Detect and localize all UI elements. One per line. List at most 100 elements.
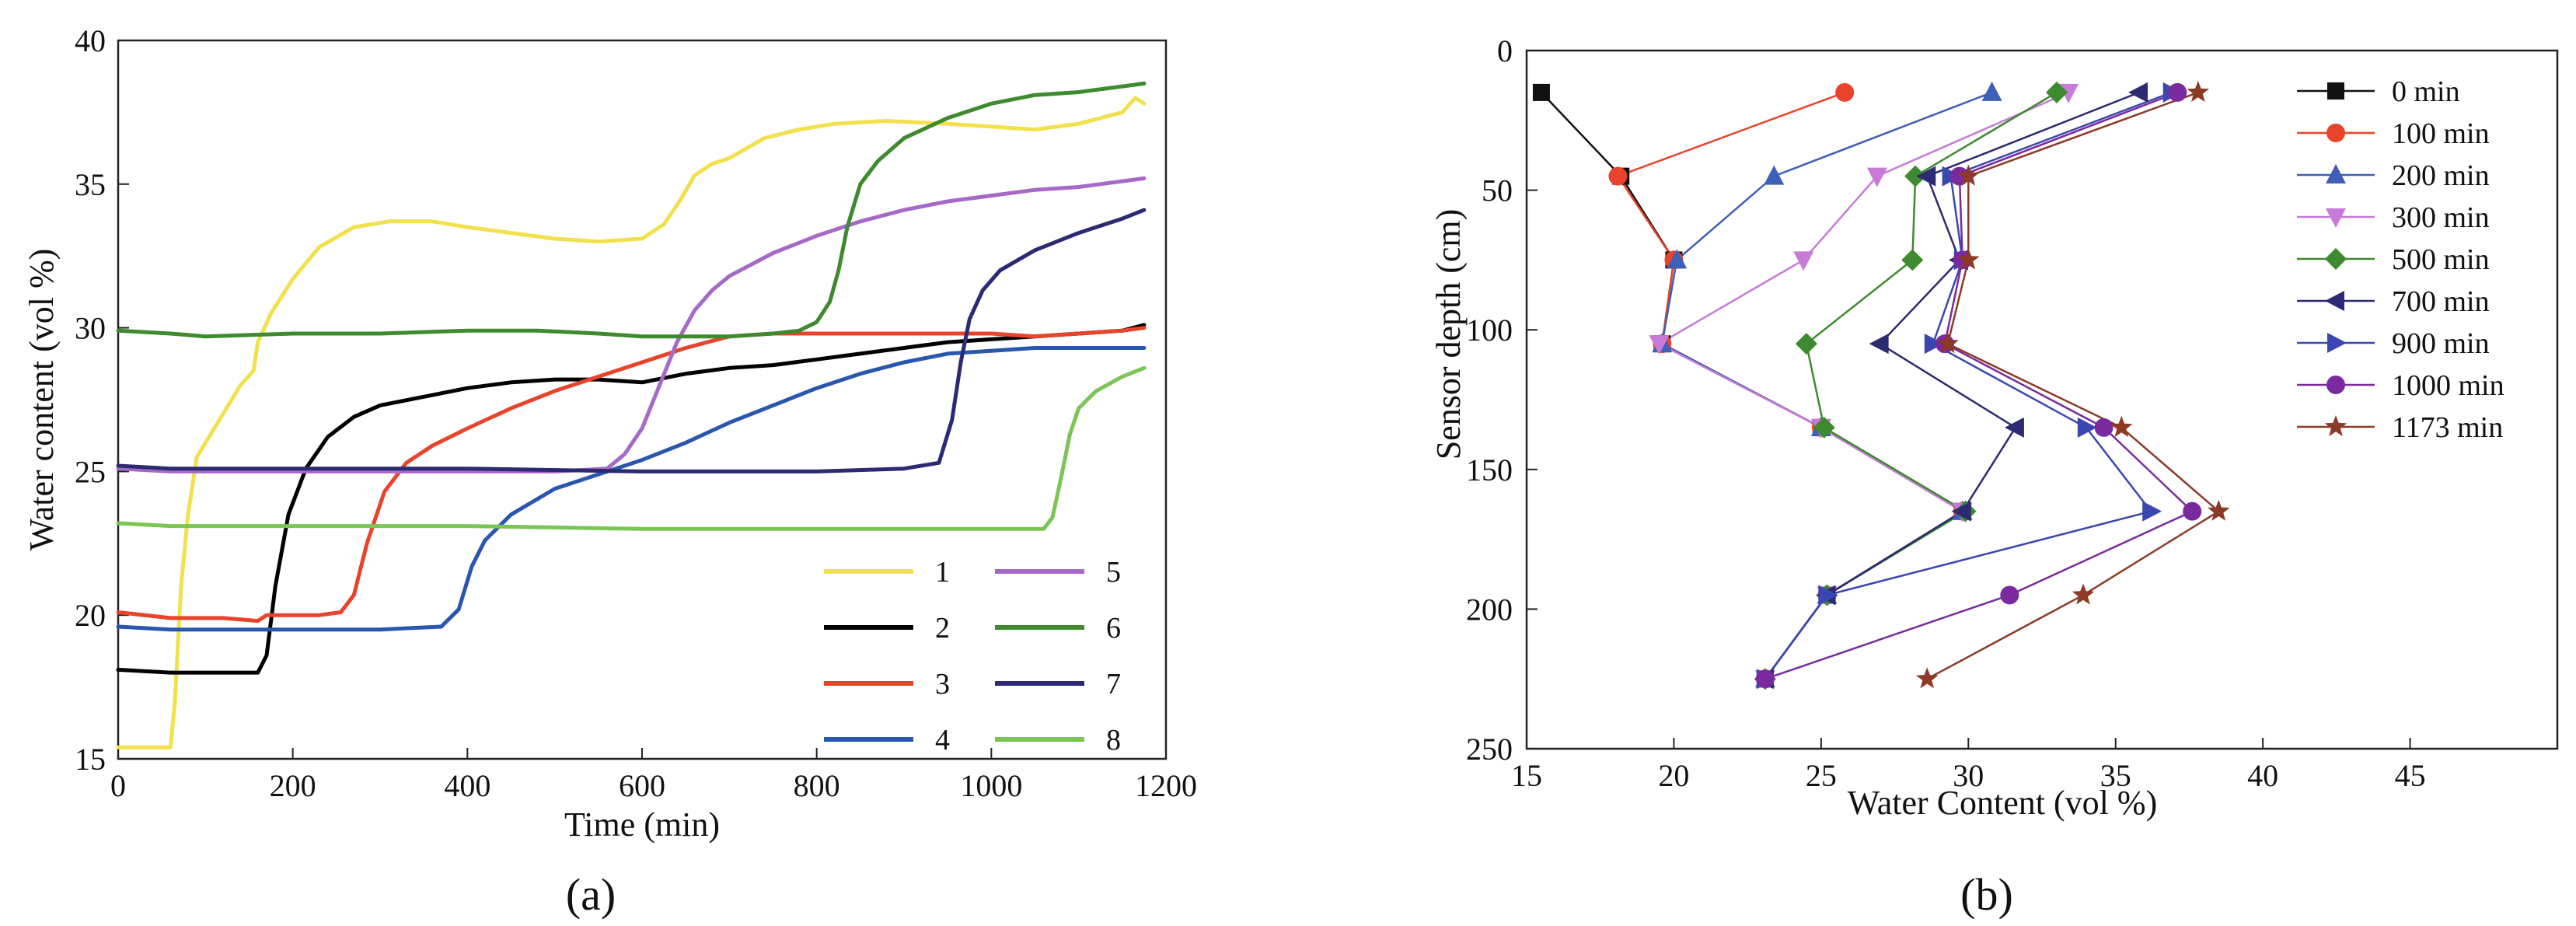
b-legend-marker-700-min [2325, 291, 2344, 311]
b-xtick-label: 45 [2395, 758, 2426, 793]
b-point-900-min [1924, 334, 1944, 355]
a-legend: 1 2 3 4 5 6 7 8 [824, 556, 1121, 757]
b-point-100-min [1608, 166, 1628, 186]
a-ytick-label: 40 [75, 23, 106, 58]
b-point-700-min [1916, 166, 1936, 187]
b-xtick-label: 35 [2100, 758, 2131, 793]
b-legend-marker-0-min [2327, 82, 2344, 100]
b-point-1000-min [2168, 82, 2187, 102]
b-point-200-min [1981, 81, 2002, 101]
a-series-line-2 [116, 323, 1147, 675]
b-point-900-min [1818, 585, 1838, 606]
a-ylabel: Water content (vol %) [23, 249, 61, 551]
b-point-500-min [1901, 249, 1924, 271]
b-point-300-min [1793, 251, 1814, 271]
b-xtick-label: 15 [1511, 758, 1542, 793]
b-legend-marker-1173-min [2324, 415, 2347, 437]
b-legend-label-300-min: 300 min [2392, 201, 2490, 234]
b-series-line-1000-min [1764, 91, 2194, 680]
b-xtick-label: 25 [1806, 758, 1837, 793]
b-point-1000-min [1755, 669, 1775, 689]
b-point-900-min [2142, 501, 2162, 522]
a-ytick-label: 35 [75, 167, 106, 202]
a-xlabel: Time (min) [564, 805, 720, 844]
a-series-line-3 [116, 326, 1147, 624]
b-point-1173-min [2110, 415, 2133, 438]
b-point-500-min [1795, 333, 1817, 355]
a-series-line-4 [116, 346, 1147, 632]
b-legend-marker-900-min [2327, 333, 2347, 353]
b-series-line-0-min [1540, 92, 1963, 680]
panel-label-a: (a) [566, 869, 616, 920]
b-series-line-1173-min [1926, 91, 2220, 680]
b-xtick-label: 30 [1953, 758, 1984, 793]
a-legend-label-7: 7 [1106, 668, 1121, 701]
a-ytick-label: 25 [75, 454, 106, 489]
panel-label-b: (b) [1960, 869, 2013, 920]
a-series-line-5 [116, 176, 1147, 473]
b-legend-marker-300-min [2326, 208, 2346, 228]
b-point-1173-min [2072, 583, 2095, 605]
a-xtick-label: 600 [619, 768, 665, 803]
b-ytick-label: 200 [1466, 592, 1513, 627]
a-legend-label-2: 2 [935, 612, 950, 645]
a-ytick-label: 30 [75, 311, 106, 346]
b-point-500-min [1904, 165, 1927, 187]
b-legend-marker-100-min [2326, 124, 2345, 142]
b-point-1173-min [1957, 164, 1980, 186]
b-point-1173-min [1936, 332, 1959, 354]
b-legend-label-700-min: 700 min [2392, 285, 2490, 318]
b-legend-marker-500-min [2325, 248, 2347, 270]
b-point-700-min [1951, 501, 1971, 522]
b-legend: 0 min 100 min 200 min 300 min 500 min 700 min… [2297, 75, 2504, 444]
a-series-lines [116, 81, 1147, 750]
a-series-line-6 [116, 81, 1147, 339]
b-point-1173-min [2187, 80, 2210, 102]
b-point-500-min [2045, 81, 2068, 103]
a-series-line-7 [116, 208, 1147, 473]
b-point-1173-min [1957, 248, 1980, 270]
plot-area-a [117, 39, 1168, 760]
b-legend-label-900-min: 900 min [2392, 327, 2490, 360]
b-series-line-700-min [1764, 91, 2140, 680]
b-ytick-label: 100 [1466, 313, 1513, 348]
a-legend-label-8: 8 [1106, 724, 1121, 757]
a-legend-label-1: 1 [935, 556, 950, 589]
a-xtick-label: 800 [794, 768, 840, 803]
b-point-1173-min [2208, 499, 2230, 521]
a-series-line-1 [116, 96, 1147, 750]
a-xtick-label: 1200 [1135, 768, 1197, 803]
b-legend-label-1173-min: 1173 min [2392, 411, 2503, 444]
b-point-1000-min [2183, 501, 2202, 521]
b-xtick-label: 20 [1658, 758, 1689, 793]
b-legend-label-1000-min: 1000 min [2392, 369, 2504, 402]
a-ytick-label: 20 [75, 598, 106, 633]
b-legend-label-0-min: 0 min [2392, 75, 2460, 108]
b-point-900-min [2077, 417, 2097, 438]
a-ytick-label: 15 [75, 742, 106, 777]
b-ytick-label: 0 [1497, 33, 1513, 68]
panel-b-chart: 15 20 25 30 35 40 45 0 50 100 150 200 250 0 min 100 m… [1429, 33, 2559, 920]
a-xtick-label: 400 [444, 768, 490, 803]
a-legend-label-4: 4 [935, 724, 950, 757]
b-series-lines [1532, 80, 2230, 690]
b-point-300-min [1649, 335, 1670, 355]
b-point-700-min [1869, 334, 1889, 355]
plot-area-b [1525, 49, 2559, 750]
a-legend-label-3: 3 [935, 668, 950, 701]
b-xlabel: Water Content (vol %) [1848, 784, 2157, 822]
b-point-300-min [1866, 167, 1887, 187]
b-series-line-900-min [1764, 91, 2173, 680]
b-point-1000-min [2000, 585, 2019, 605]
b-ytick-label: 50 [1482, 173, 1513, 208]
a-xtick-label: 1000 [960, 768, 1022, 803]
b-point-700-min [2128, 82, 2148, 103]
b-point-700-min [2004, 417, 2024, 438]
b-point-200-min [1667, 249, 1688, 269]
b-ylabel: Sensor depth (cm) [1429, 209, 1468, 460]
b-legend-label-100-min: 100 min [2392, 117, 2490, 150]
b-ytick-label: 150 [1466, 453, 1513, 487]
a-xtick-label: 200 [270, 768, 316, 803]
